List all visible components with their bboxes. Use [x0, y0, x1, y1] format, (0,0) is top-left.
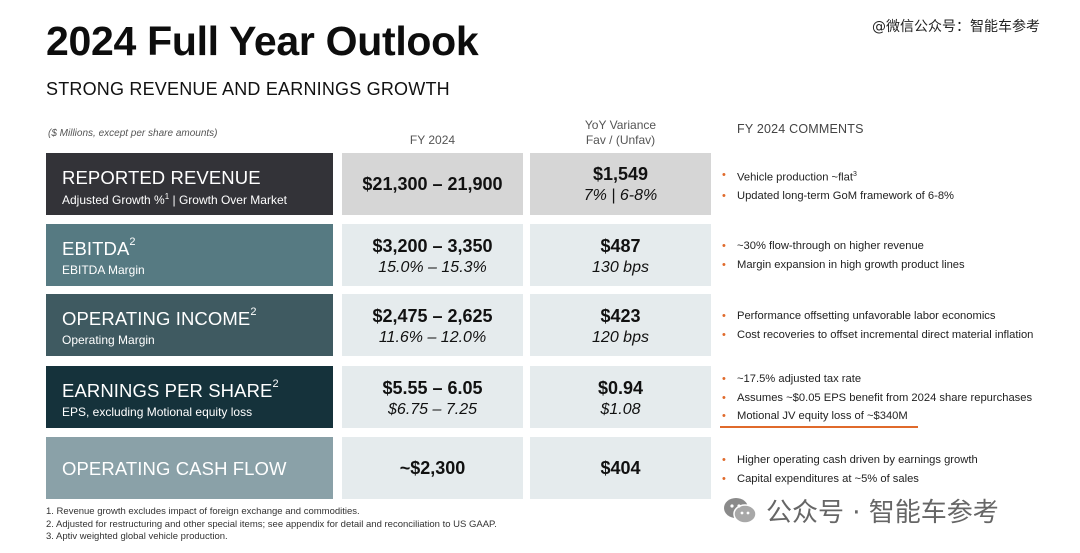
footnote-2: 2. Adjusted for restructuring and other … [46, 518, 497, 530]
row-ocf-comments: Higher operating cash driven by earnings… [722, 451, 978, 488]
row-ebitda-value-sub: 15.0% – 15.3% [378, 259, 487, 276]
row-revenue-variance: $1,549 [592, 164, 649, 184]
row-ebitda-comments: ~30% flow-through on higher revenue Marg… [722, 237, 965, 274]
row-ebitda-label-cell: EBITDA2 EBITDA Margin [46, 224, 333, 286]
comment-item: Vehicle production ~flat3 [722, 166, 954, 187]
col-header-variance-line2: Fav / (Unfav) [585, 133, 656, 147]
watermark-bottom-text: 公众号 · 智能车参考 [766, 498, 999, 528]
comment-item: Motional JV equity loss of ~$340M [722, 407, 1032, 426]
row-operating-income-variance-sub: 120 bps [592, 329, 649, 346]
row-revenue-comments: Vehicle production ~flat3 Updated long-t… [722, 166, 954, 206]
row-ocf-variance-cell: $404 [530, 437, 711, 499]
row-revenue-variance-sub: 7% | 6-8% [583, 187, 658, 204]
units-note: ($ Millions, except per share amounts) [48, 128, 218, 139]
row-eps-sublabel: EPS, excluding Motional equity loss [62, 405, 253, 419]
row-revenue-label: REPORTED REVENUE [62, 167, 261, 188]
page-title: 2024 Full Year Outlook [46, 18, 479, 64]
row-ebitda-value: $3,200 – 3,350 [372, 236, 493, 256]
col-header-fy: FY 2024 [409, 133, 456, 147]
row-eps-comments: ~17.5% adjusted tax rate Assumes ~$0.05 … [722, 370, 1032, 426]
row-revenue-sublabel: Adjusted Growth %1 | Growth Over Market [62, 192, 287, 207]
row-revenue-value-cell: $21,300 – 21,900 [342, 153, 523, 215]
row-ebitda-value-cell: $3,200 – 3,350 15.0% – 15.3% [342, 224, 523, 286]
row-eps-value: $5.55 – 6.05 [382, 378, 483, 398]
wechat-icon [722, 496, 758, 526]
row-ocf-value: ~$2,300 [399, 458, 466, 478]
row-eps-variance: $0.94 [597, 378, 644, 398]
comment-item: ~30% flow-through on higher revenue [722, 237, 965, 256]
row-ebitda-variance: $487 [600, 236, 641, 256]
footnote-3: 3. Aptiv weighted global vehicle product… [46, 531, 228, 542]
row-operating-income-label: OPERATING INCOME2 [62, 306, 257, 329]
row-eps-label: EARNINGS PER SHARE2 [62, 378, 279, 401]
page-subtitle: STRONG REVENUE AND EARNINGS GROWTH [46, 79, 450, 99]
comment-item: Assumes ~$0.05 EPS benefit from 2024 sha… [722, 389, 1032, 408]
comment-item: Cost recoveries to offset incremental di… [722, 326, 1033, 345]
footnote-1: 1. Revenue growth excludes impact of for… [46, 506, 360, 517]
row-ocf-variance: $404 [600, 458, 641, 478]
col-header-comments: FY 2024 COMMENTS [737, 122, 864, 136]
row-revenue-variance-cell: $1,549 7% | 6-8% [530, 153, 711, 215]
row-ocf-value-cell: ~$2,300 [342, 437, 523, 499]
row-eps-value-cell: $5.55 – 6.05 $6.75 – 7.25 [342, 366, 523, 428]
row-eps-variance-cell: $0.94 $1.08 [530, 366, 711, 428]
watermark-top: @微信公众号：智能车参考 [872, 19, 1040, 35]
col-header-variance: YoY Variance Fav / (Unfav) [530, 118, 711, 148]
row-operating-income-variance: $423 [600, 306, 641, 326]
comment-item: Performance offsetting unfavorable labor… [722, 307, 1033, 326]
comment-item: Capital expenditures at ~5% of sales [722, 470, 978, 489]
row-ocf-label: OPERATING CASH FLOW [62, 458, 287, 479]
row-revenue-label-cell: REPORTED REVENUE Adjusted Growth %1 | Gr… [46, 153, 333, 215]
watermark-bottom: 公众号 · 智能车参考 [722, 492, 999, 529]
row-operating-income-label-cell: OPERATING INCOME2 Operating Margin [46, 294, 333, 356]
row-eps-value-sub: $6.75 – 7.25 [388, 401, 477, 418]
row-operating-income-value: $2,475 – 2,625 [372, 306, 493, 326]
row-revenue-value: $21,300 – 21,900 [362, 174, 503, 194]
row-eps-label-cell: EARNINGS PER SHARE2 EPS, excluding Motio… [46, 366, 333, 428]
comment-item: ~17.5% adjusted tax rate [722, 370, 1032, 389]
row-operating-income-sublabel: Operating Margin [62, 333, 155, 347]
row-operating-income-value-cell: $2,475 – 2,625 11.6% – 12.0% [342, 294, 523, 356]
col-header-variance-line1: YoY Variance [584, 118, 657, 132]
row-operating-income-variance-cell: $423 120 bps [530, 294, 711, 356]
row-ocf-label-cell: OPERATING CASH FLOW [46, 437, 333, 499]
row-operating-income-comments: Performance offsetting unfavorable labor… [722, 307, 1033, 344]
row-eps-variance-sub: $1.08 [600, 401, 641, 418]
row-ebitda-label: EBITDA2 [62, 236, 136, 259]
highlight-underline [720, 426, 918, 428]
row-ebitda-variance-sub: 130 bps [592, 259, 649, 276]
row-ebitda-sublabel: EBITDA Margin [62, 263, 145, 277]
comment-item: Updated long-term GoM framework of 6-8% [722, 187, 954, 206]
comment-item: Higher operating cash driven by earnings… [722, 451, 978, 470]
comment-item: Margin expansion in high growth product … [722, 256, 965, 275]
footnotes: 1. Revenue growth excludes impact of for… [46, 506, 497, 544]
row-ebitda-variance-cell: $487 130 bps [530, 224, 711, 286]
row-operating-income-value-sub: 11.6% – 12.0% [378, 329, 487, 346]
